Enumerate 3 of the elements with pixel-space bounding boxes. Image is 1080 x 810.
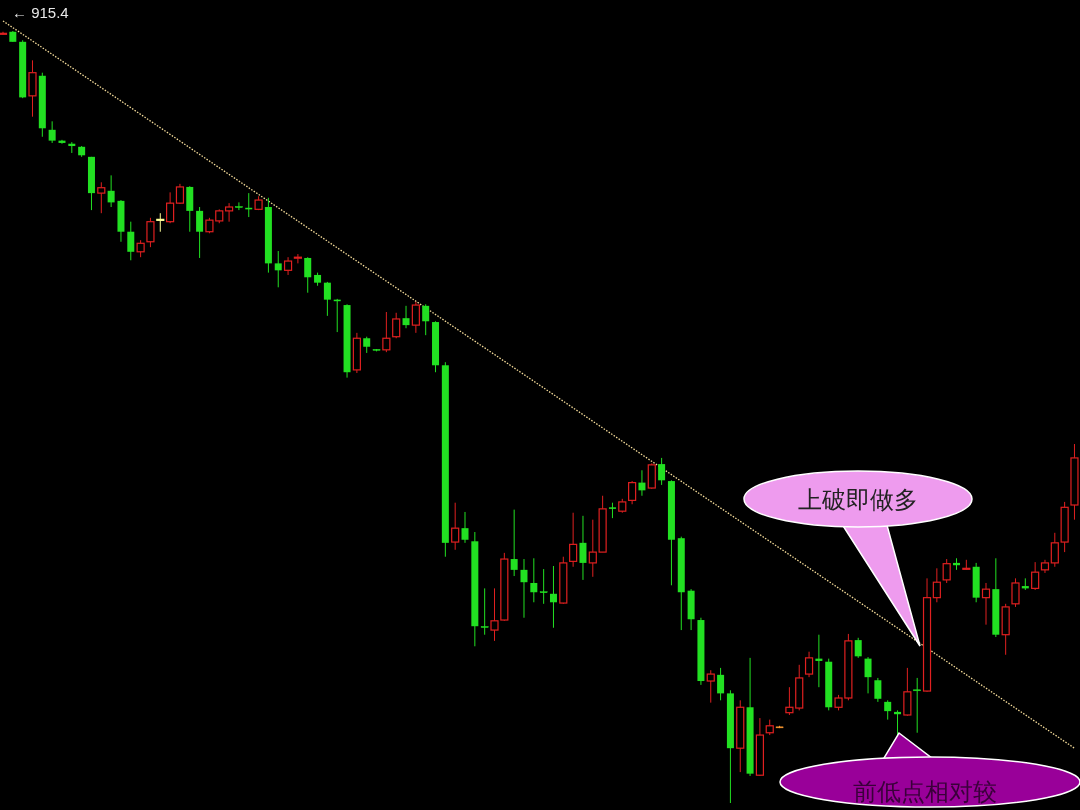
annotation: 前低点相对较 [853,779,997,805]
annotation: ← 915.4 [12,4,69,21]
annotation: 上破即做多 [798,487,918,513]
